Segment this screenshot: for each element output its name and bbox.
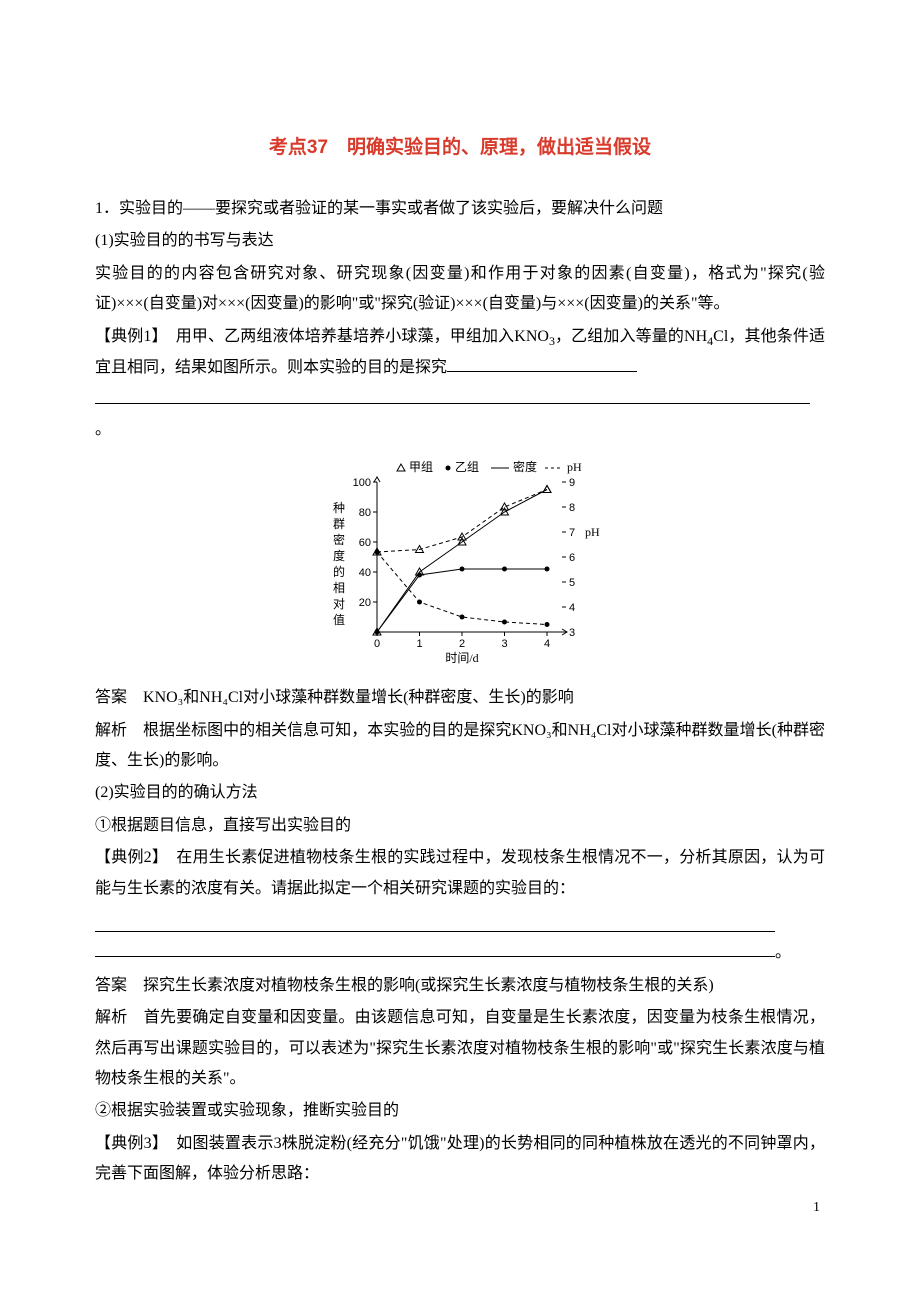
svg-text:3: 3 bbox=[501, 638, 507, 650]
blank-full-2a bbox=[95, 910, 775, 932]
svg-text:4: 4 bbox=[569, 602, 575, 614]
explain-1: 解析 根据坐标图中的相关信息可知，本实验的目的是探究KNO₃和NH₄Cl对小球藻… bbox=[95, 716, 825, 777]
answer-1-label: 答案 bbox=[95, 689, 127, 706]
svg-text:40: 40 bbox=[359, 567, 371, 579]
svg-text:1: 1 bbox=[416, 638, 422, 650]
svg-text:的: 的 bbox=[333, 564, 345, 579]
blank-full-1 bbox=[95, 403, 810, 404]
svg-text:3: 3 bbox=[569, 627, 575, 639]
chart-container: 01234时间/d20406080100种群密度的相对值3456789pH甲组乙… bbox=[95, 454, 825, 675]
svg-text:相: 相 bbox=[333, 581, 345, 595]
example-1-text-a: 用甲、乙两组液体培养基培养小球藻，甲组加入KNO bbox=[160, 328, 549, 345]
answer-2-text: 探究生长素浓度对植物枝条生根的影响(或探究生长素浓度与植物枝条生根的关系) bbox=[127, 977, 714, 994]
paragraph-4: (2)实验目的的确认方法 bbox=[95, 778, 825, 808]
page-number: 1 bbox=[813, 1195, 820, 1222]
svg-text:种: 种 bbox=[333, 501, 345, 515]
example-3-label: 【典例3】 bbox=[95, 1135, 160, 1152]
svg-text:20: 20 bbox=[359, 597, 371, 609]
answer-1: 答案 KNO₃和NH₄Cl对小球藻种群数量增长(种群密度、生长)的影响 bbox=[95, 683, 825, 713]
paragraph-6: ②根据实验装置或实验现象，推断实验目的 bbox=[95, 1096, 825, 1126]
example-2-text: 在用生长素促进植物枝条生根的实践过程中，发现枝条生根情况不一，分析其原因，认为可… bbox=[95, 849, 825, 896]
svg-text:6: 6 bbox=[569, 552, 575, 564]
answer-1-text: KNO₃和NH₄Cl对小球藻种群数量增长(种群密度、生长)的影响 bbox=[127, 689, 574, 706]
example-2-label: 【典例2】 bbox=[95, 849, 160, 866]
example-3-text: 如图装置表示3株脱淀粉(经充分"饥饿"处理)的长势相同的同种植株放在透光的不同钟… bbox=[95, 1135, 825, 1182]
svg-text:5: 5 bbox=[569, 577, 575, 589]
paragraph-3: 实验目的的内容包含研究对象、研究现象(因变量)和作用于对象的因素(自变量)，格式… bbox=[95, 259, 825, 320]
blank-1 bbox=[447, 371, 637, 372]
explain-2: 解析 首先要确定自变量和因变量。由该题信息可知，自变量是生长素浓度，因变量为枝条… bbox=[95, 1003, 825, 1094]
svg-text:4: 4 bbox=[544, 638, 550, 650]
svg-text:pH: pH bbox=[585, 525, 600, 539]
svg-text:密度: 密度 bbox=[513, 459, 537, 474]
svg-text:8: 8 bbox=[569, 502, 575, 514]
example-1-label: 【典例1】 bbox=[95, 328, 160, 345]
paragraph-2: (1)实验目的的书写与表达 bbox=[95, 226, 825, 256]
svg-text:时间/d: 时间/d bbox=[445, 651, 478, 664]
paragraph-1: 1．实验目的——要探究或者验证的某一事实或者做了该实验后，要解决什么问题 bbox=[95, 194, 825, 224]
example-2: 【典例2】 在用生长素促进植物枝条生根的实践过程中，发现枝条生根情况不一，分析其… bbox=[95, 843, 825, 904]
blank-full-2b bbox=[95, 956, 775, 957]
blank-line-1: 。 bbox=[95, 385, 825, 446]
svg-text:pH: pH bbox=[567, 460, 582, 474]
svg-text:2: 2 bbox=[459, 638, 465, 650]
answer-2: 答案 探究生长素浓度对植物枝条生根的影响(或探究生长素浓度与植物枝条生根的关系) bbox=[95, 971, 825, 1001]
blank-tail-2: 。 bbox=[775, 944, 791, 961]
example-1: 【典例1】 用甲、乙两组液体培养基培养小球藻，甲组加入KNO3，乙组加入等量的N… bbox=[95, 322, 825, 383]
svg-text:度: 度 bbox=[333, 548, 345, 563]
explain-1-label: 解析 bbox=[95, 722, 127, 739]
example-3: 【典例3】 如图装置表示3株脱淀粉(经充分"饥饿"处理)的长势相同的同种植株放在… bbox=[95, 1129, 825, 1190]
population-ph-chart: 01234时间/d20406080100种群密度的相对值3456789pH甲组乙… bbox=[315, 454, 605, 664]
svg-text:0: 0 bbox=[374, 638, 380, 650]
example-1-text-b: ，乙组加入等量的NH bbox=[555, 328, 707, 345]
svg-text:9: 9 bbox=[569, 477, 575, 489]
paragraph-5: ①根据题目信息，直接写出实验目的 bbox=[95, 811, 825, 841]
svg-text:100: 100 bbox=[353, 477, 371, 489]
answer-2-label: 答案 bbox=[95, 977, 127, 994]
svg-text:7: 7 bbox=[569, 527, 575, 539]
explain-2-text: 首先要确定自变量和因变量。由该题信息可知，自变量是生长素浓度，因变量为枝条生根情… bbox=[95, 1009, 825, 1087]
svg-text:60: 60 bbox=[359, 537, 371, 549]
svg-text:值: 值 bbox=[333, 612, 345, 627]
svg-text:80: 80 bbox=[359, 507, 371, 519]
page-title: 考点37 明确实验目的、原理，做出适当假设 bbox=[95, 130, 825, 166]
svg-text:对: 对 bbox=[333, 597, 345, 611]
blank-tail-1: 。 bbox=[95, 421, 111, 438]
svg-text:密: 密 bbox=[333, 532, 345, 547]
blank-line-2b: 。 bbox=[95, 938, 825, 968]
explain-2-label: 解析 bbox=[95, 1009, 127, 1026]
svg-text:群: 群 bbox=[333, 517, 345, 531]
svg-text:甲组: 甲组 bbox=[409, 460, 433, 474]
explain-1-text: 根据坐标图中的相关信息可知，本实验的目的是探究KNO₃和NH₄Cl对小球藻种群数… bbox=[95, 722, 825, 769]
svg-text:乙组: 乙组 bbox=[455, 460, 479, 474]
